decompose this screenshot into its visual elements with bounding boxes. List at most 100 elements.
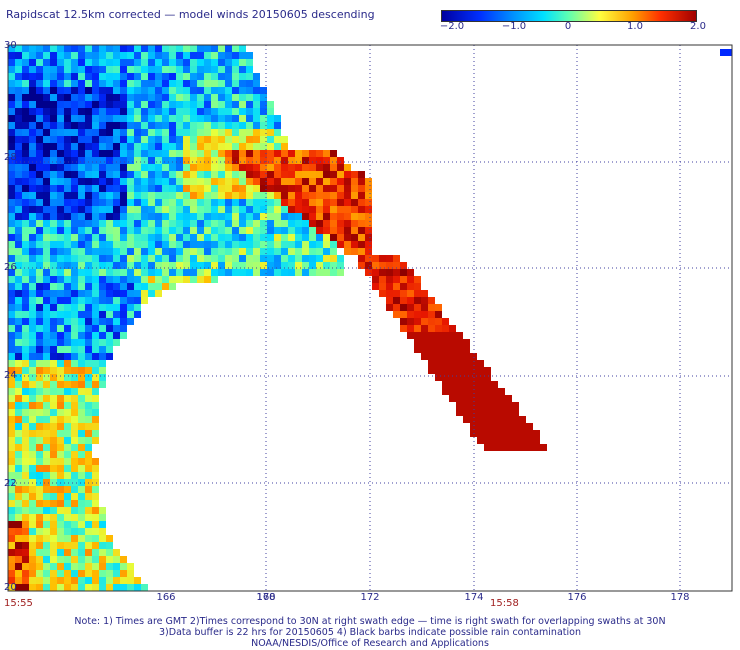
wind-cell (57, 465, 64, 472)
wind-cell (71, 549, 78, 556)
wind-cell (106, 346, 113, 353)
wind-cell (43, 528, 50, 535)
wind-cell (225, 262, 232, 269)
wind-cell (50, 514, 57, 521)
wind-cell (8, 346, 15, 353)
wind-cell (162, 185, 169, 192)
wind-cell (64, 479, 71, 486)
wind-cell (43, 437, 50, 444)
wind-cell (204, 255, 211, 262)
wind-cell (190, 192, 197, 199)
wind-cell (162, 87, 169, 94)
wind-cell (78, 374, 85, 381)
wind-cell (281, 220, 288, 227)
wind-cell (78, 269, 85, 276)
wind-cell (99, 507, 106, 514)
wind-cell (64, 577, 71, 584)
wind-cell (218, 66, 225, 73)
wind-cell (183, 269, 190, 276)
wind-cell (540, 444, 547, 451)
wind-cell (134, 269, 141, 276)
wind-cell (29, 234, 36, 241)
wind-cell (260, 129, 267, 136)
wind-cell (85, 87, 92, 94)
wind-cell (295, 248, 302, 255)
wind-cell (8, 94, 15, 101)
wind-cell (323, 262, 330, 269)
wind-cell (99, 367, 106, 374)
wind-cell (295, 199, 302, 206)
wind-cell (253, 199, 260, 206)
wind-cell (232, 248, 239, 255)
wind-cell (8, 570, 15, 577)
wind-cell (407, 297, 414, 304)
wind-cell (281, 234, 288, 241)
wind-cell (211, 80, 218, 87)
wind-cell (71, 136, 78, 143)
wind-cell (246, 73, 253, 80)
wind-cell (190, 94, 197, 101)
wind-cell (127, 199, 134, 206)
wind-cell (260, 150, 267, 157)
wind-cell (218, 115, 225, 122)
wind-cell (113, 304, 120, 311)
wind-cell (29, 444, 36, 451)
wind-cell (36, 367, 43, 374)
lon-label-174: 174 (464, 592, 484, 603)
wind-cell (29, 297, 36, 304)
wind-cell (204, 157, 211, 164)
wind-cell (330, 269, 337, 276)
wind-cell (428, 360, 435, 367)
wind-cell (274, 157, 281, 164)
wind-cell (533, 430, 540, 437)
wind-cell (211, 101, 218, 108)
wind-cell (519, 416, 526, 423)
wind-cell (344, 192, 351, 199)
wind-cell (92, 584, 99, 591)
wind-cell (50, 66, 57, 73)
wind-cell (36, 59, 43, 66)
wind-cell (204, 94, 211, 101)
wind-cell (197, 171, 204, 178)
wind-cell (64, 52, 71, 59)
wind-cell (78, 318, 85, 325)
wind-cell (64, 255, 71, 262)
wind-cell (43, 346, 50, 353)
wind-cell (106, 87, 113, 94)
wind-cell (113, 108, 120, 115)
wind-cell (365, 213, 372, 220)
wind-cell (232, 269, 239, 276)
wind-cell (155, 241, 162, 248)
wind-cell (127, 297, 134, 304)
wind-cell (358, 262, 365, 269)
wind-cell (120, 150, 127, 157)
wind-cell (92, 220, 99, 227)
wind-cell (78, 346, 85, 353)
wind-cell (435, 360, 442, 367)
wind-cell (141, 122, 148, 129)
wind-cell (141, 101, 148, 108)
wind-cell (512, 437, 519, 444)
wind-cell (288, 192, 295, 199)
wind-cell (85, 521, 92, 528)
wind-cell (57, 73, 64, 80)
wind-cell (29, 311, 36, 318)
wind-cell (281, 178, 288, 185)
wind-cell (274, 255, 281, 262)
wind-cell (57, 227, 64, 234)
wind-cell (43, 479, 50, 486)
wind-cell (15, 542, 22, 549)
wind-cell (106, 52, 113, 59)
wind-cell (155, 227, 162, 234)
wind-cell (57, 395, 64, 402)
wind-cell (43, 486, 50, 493)
wind-cell (232, 66, 239, 73)
wind-cell (169, 136, 176, 143)
wind-cell (190, 66, 197, 73)
wind-cell (225, 94, 232, 101)
wind-cell (484, 444, 491, 451)
wind-cell (239, 87, 246, 94)
wind-cell (22, 458, 29, 465)
wind-cell (253, 171, 260, 178)
wind-cell (225, 220, 232, 227)
